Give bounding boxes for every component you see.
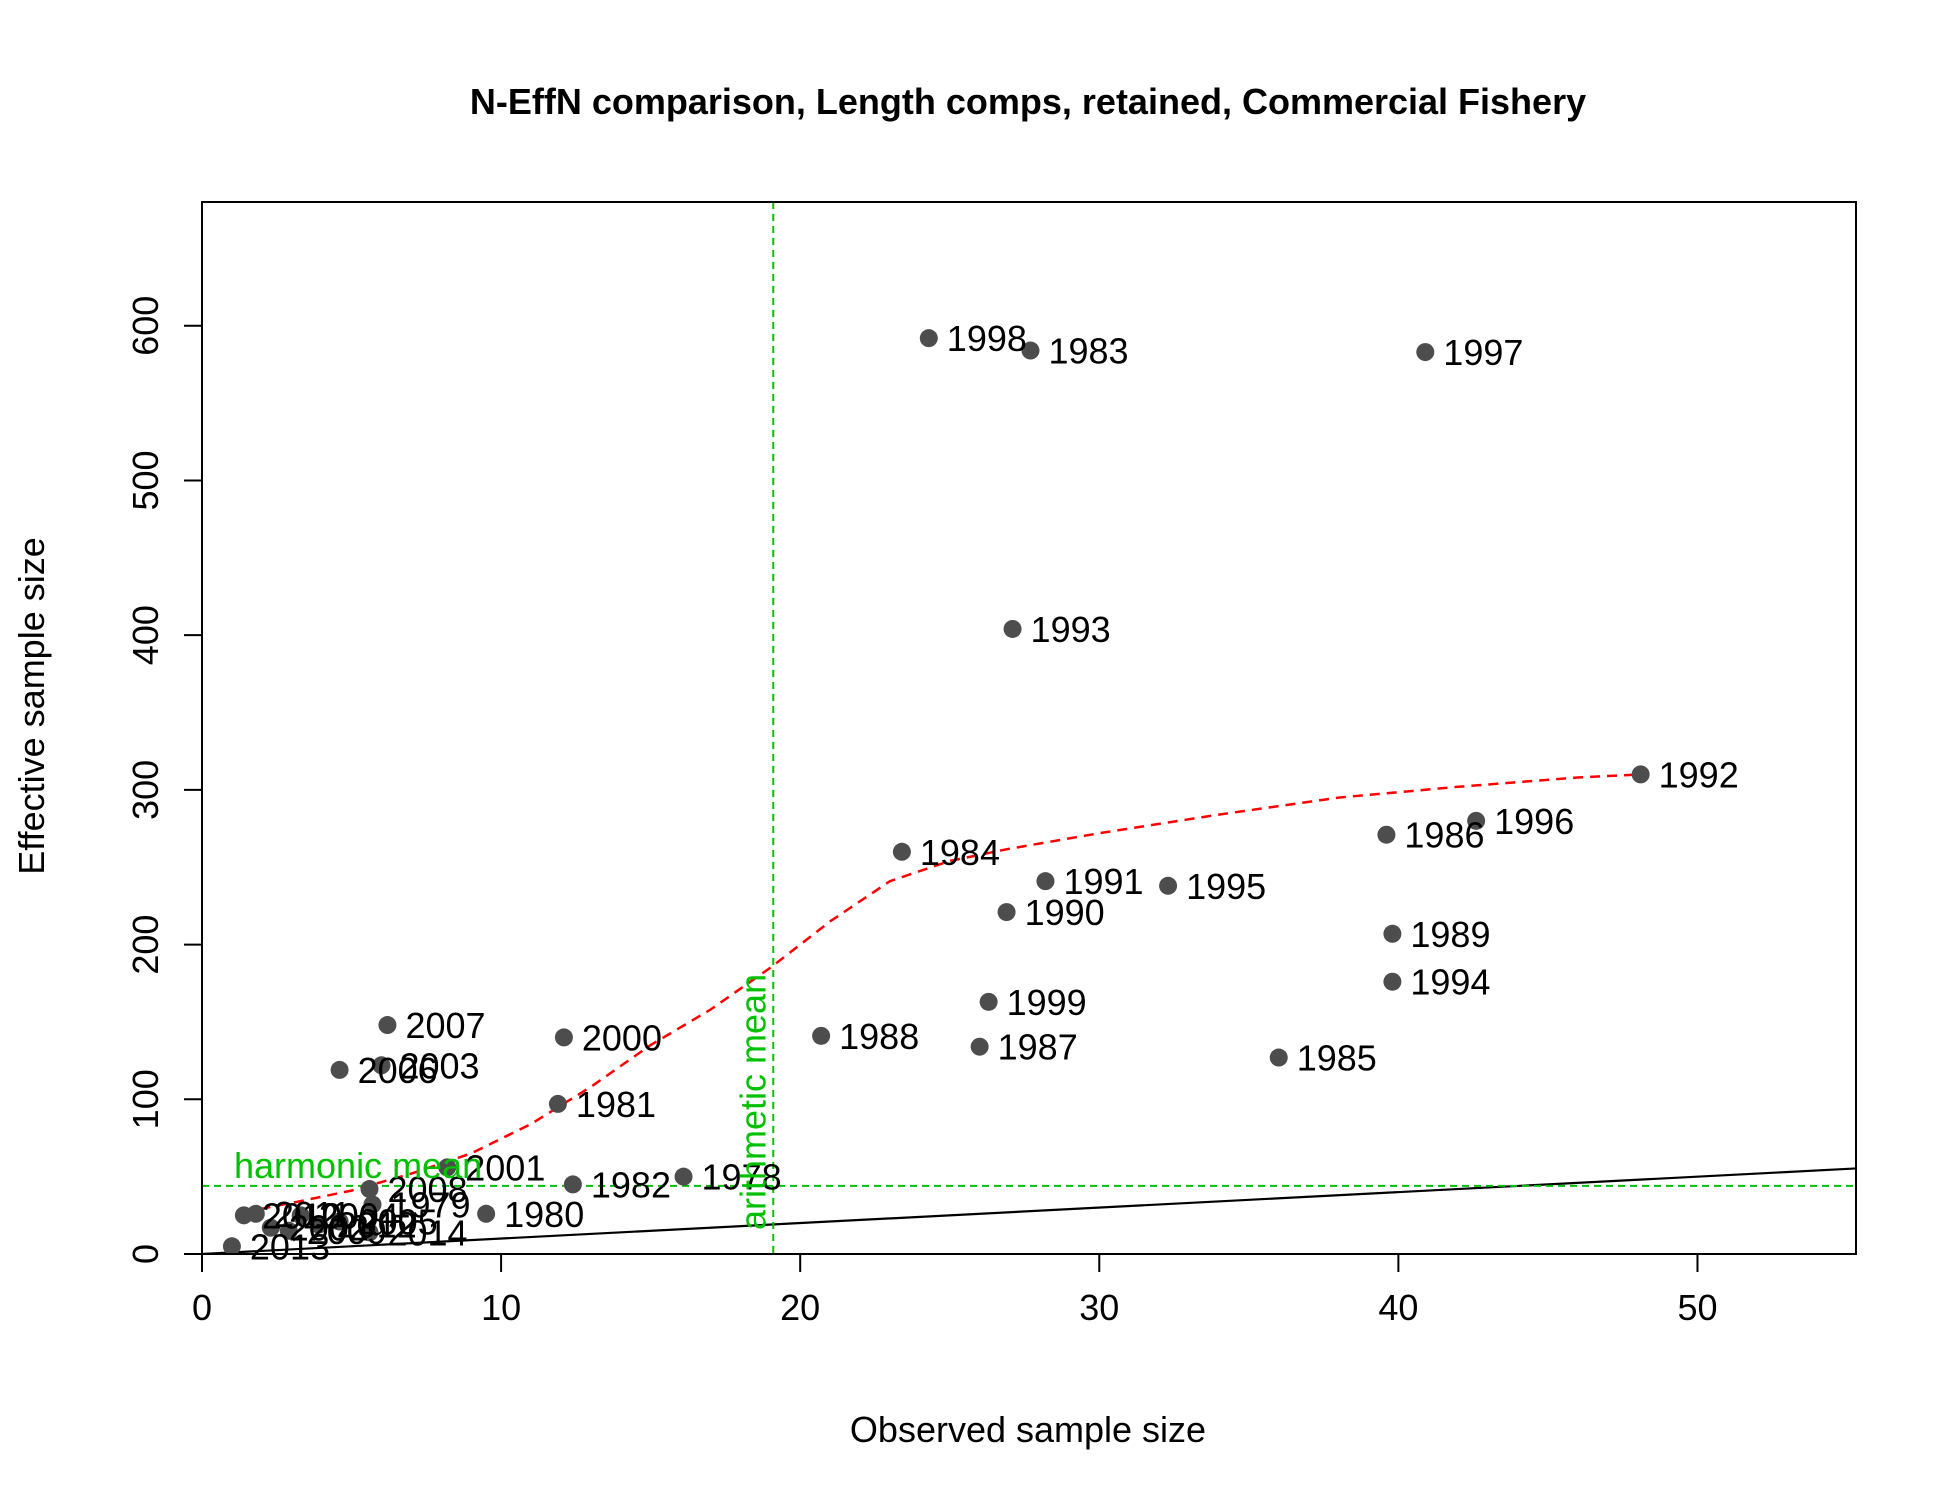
point-label: 2008	[387, 1169, 467, 1210]
point-label: 2005	[358, 1202, 438, 1243]
harmonic-mean-label: harmonic mean	[234, 1145, 482, 1186]
arithmetic-mean-label: arithmetic mean	[732, 974, 773, 1230]
point-label: 1985	[1297, 1038, 1377, 1079]
data-point	[363, 1195, 382, 1214]
point-label: 1997	[1443, 332, 1523, 373]
data-point	[548, 1094, 567, 1113]
data-point	[222, 1237, 241, 1254]
y-tick-label: 0	[125, 1244, 166, 1264]
x-tick-label: 40	[1378, 1287, 1418, 1328]
y-tick-label: 300	[125, 760, 166, 820]
chart-title: N-EffN comparison, Length comps, retaine…	[470, 81, 1586, 122]
data-point	[997, 903, 1016, 922]
point-label: 2000	[582, 1017, 662, 1058]
point-label: 1980	[504, 1194, 584, 1235]
data-point	[812, 1026, 831, 1045]
data-point	[970, 1037, 989, 1056]
point-label: 1986	[1404, 815, 1484, 856]
point-label: 2013	[250, 1226, 330, 1267]
data-point	[892, 842, 911, 861]
point-label: 1991	[1063, 861, 1143, 902]
point-label: 1979	[390, 1184, 470, 1225]
point-label: 1988	[839, 1016, 919, 1057]
data-point	[1003, 619, 1022, 638]
y-tick-label: 600	[125, 296, 166, 356]
y-tick-label: 200	[125, 915, 166, 975]
data-point	[438, 1158, 457, 1177]
data-point	[1269, 1048, 1288, 1067]
data-point	[1467, 811, 1486, 830]
point-label: 1984	[920, 832, 1000, 873]
data-point	[1159, 876, 1178, 895]
point-label: 2002	[289, 1208, 369, 1249]
data-point	[261, 1218, 280, 1237]
point-label: 2001	[465, 1147, 545, 1188]
point-label: 2006	[358, 1050, 438, 1091]
y-axis-label: Effective sample size	[11, 537, 52, 874]
data-point	[372, 1056, 391, 1075]
data-point	[360, 1223, 379, 1242]
data-point	[330, 1060, 349, 1079]
data-point	[979, 992, 998, 1011]
x-tick-label: 10	[481, 1287, 521, 1328]
point-label: 1993	[1031, 609, 1111, 650]
data-point	[1631, 765, 1650, 784]
point-label: 1998	[947, 318, 1027, 359]
data-point	[1416, 343, 1435, 362]
point-label: 1990	[1025, 892, 1105, 933]
y-tick-label: 100	[125, 1069, 166, 1129]
x-tick-label: 0	[192, 1287, 212, 1328]
data-point	[1383, 972, 1402, 991]
point-label: 2009	[307, 1211, 387, 1252]
data-point	[291, 1206, 310, 1225]
point-label: 1995	[1186, 866, 1266, 907]
point-label: 2003	[399, 1045, 479, 1086]
point-label: 1983	[1048, 331, 1128, 372]
data-point	[279, 1221, 298, 1240]
plot-clipped-layer	[202, 202, 1856, 1254]
identity-line	[202, 1167, 1856, 1254]
y-tick-label: 500	[125, 450, 166, 510]
plot-frame	[201, 201, 1857, 1255]
data-point	[477, 1204, 496, 1223]
point-label: 2014	[387, 1212, 467, 1253]
data-point	[378, 1016, 397, 1035]
data-point	[563, 1175, 582, 1194]
point-label: 2010	[262, 1195, 342, 1236]
x-tick-label: 20	[780, 1287, 820, 1328]
point-label: 1992	[1659, 754, 1739, 795]
data-point	[246, 1204, 265, 1223]
data-point	[919, 329, 938, 348]
x-tick-label: 50	[1677, 1287, 1717, 1328]
data-point	[360, 1180, 379, 1199]
point-label: 1982	[591, 1164, 671, 1205]
data-point	[1383, 924, 1402, 943]
point-label: 1999	[1007, 982, 1087, 1023]
point-label: 2007	[405, 1005, 485, 1046]
x-axis-label: Observed sample size	[850, 1409, 1206, 1450]
x-tick-label: 30	[1079, 1287, 1119, 1328]
point-label: 1994	[1410, 962, 1490, 1003]
point-label: 1978	[702, 1157, 782, 1198]
data-point	[1377, 825, 1396, 844]
point-label: 1987	[998, 1027, 1078, 1068]
point-label: 1981	[576, 1084, 656, 1125]
data-point	[1021, 341, 1040, 360]
data-point	[554, 1028, 573, 1047]
data-point	[1036, 872, 1055, 891]
y-tick-label: 400	[125, 605, 166, 665]
point-label: 1989	[1410, 914, 1490, 955]
point-label: 2004	[319, 1195, 399, 1236]
data-point	[330, 1212, 349, 1231]
point-label: 2011	[274, 1194, 351, 1235]
data-point	[674, 1167, 693, 1186]
data-point	[309, 1215, 328, 1234]
point-label: 1996	[1494, 801, 1574, 842]
point-label: 2012	[337, 1205, 417, 1246]
